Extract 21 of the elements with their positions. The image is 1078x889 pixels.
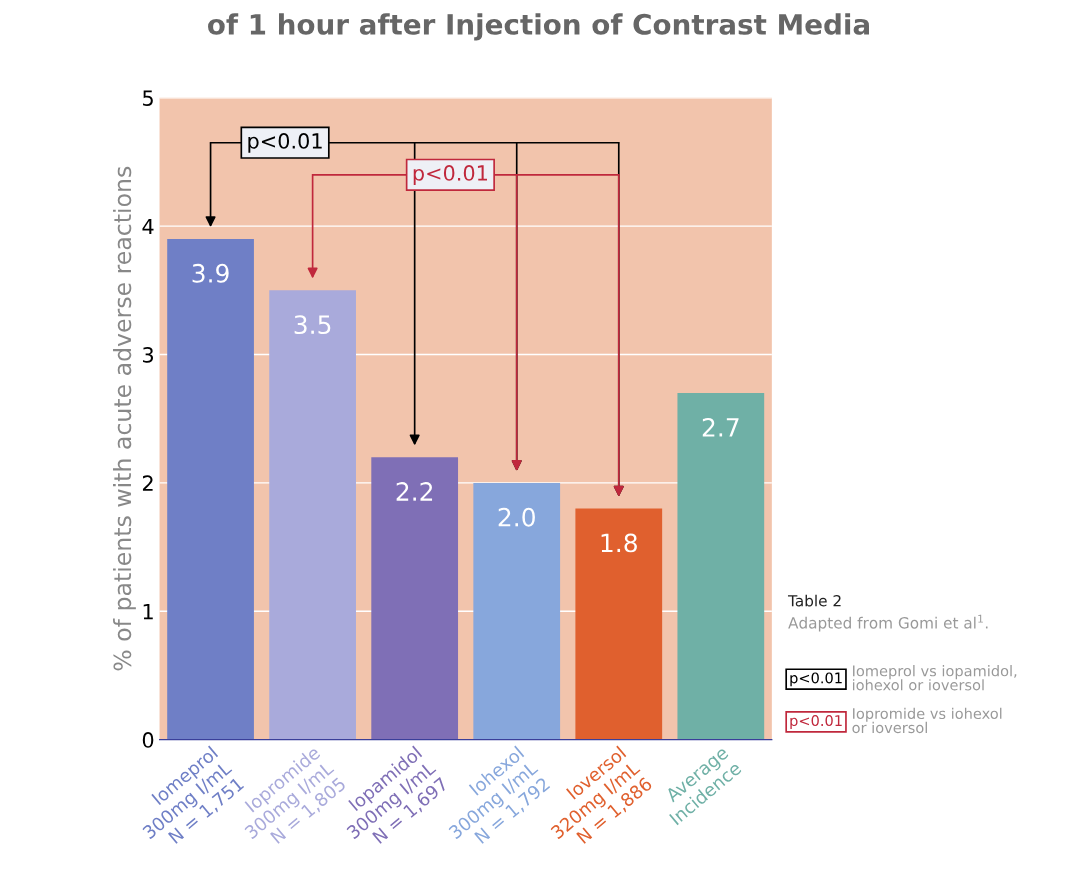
data-label: 2.2 xyxy=(396,482,433,501)
annotation: p<0.01 xyxy=(248,133,322,153)
y-tick-label: 5 xyxy=(143,90,153,106)
text: Iomeprol vs iopamidol, iohexol or ioversol xyxy=(852,665,1017,691)
data-label: 3.5 xyxy=(294,315,331,335)
data-label: 1.8 xyxy=(601,533,637,553)
text: Iopromide vs iohexol or ioversol xyxy=(852,707,1002,734)
text: Adapted from Gomi et al$^{1}$. xyxy=(788,614,988,632)
data-label: 2.0 xyxy=(498,507,535,527)
caption: Table 2 xyxy=(787,594,841,607)
data-label: 3.9 xyxy=(192,263,229,283)
y-tick-label: 3 xyxy=(143,346,154,363)
y-tick-label: 4 xyxy=(142,218,154,235)
y-tick-label: 2 xyxy=(142,475,153,491)
annotation: p<0.01 xyxy=(413,165,487,185)
data-label: 2.7 xyxy=(702,417,739,437)
text: p<0.01 xyxy=(790,715,842,729)
chart-title: of 1 hour after Injection of Contrast Media xyxy=(208,13,869,41)
text: p<0.01 xyxy=(790,672,842,687)
y-tick-label: 1 xyxy=(143,604,153,620)
y-axis-title: % of patients with acute adverse reactions xyxy=(113,166,136,671)
